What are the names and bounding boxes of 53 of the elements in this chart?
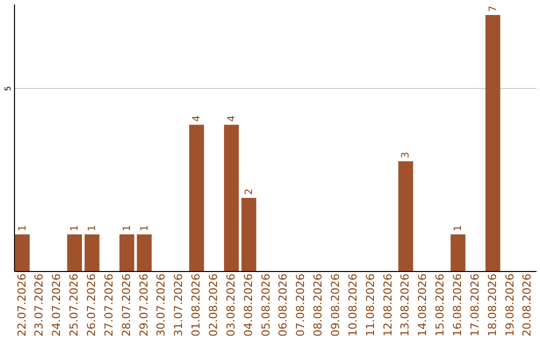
- bar: [398, 161, 414, 271]
- x-tick-label: 13.08.2026: [398, 274, 412, 336]
- data-label: 1: [453, 225, 464, 232]
- x-tick-label: 28.07.2026: [120, 274, 133, 336]
- bar: [485, 14, 500, 271]
- data-label: 1: [17, 225, 28, 232]
- x-tick-label: 19.08.2026: [503, 274, 516, 336]
- bar: [119, 234, 134, 271]
- bar: [241, 198, 256, 271]
- bar: [224, 124, 239, 271]
- bar: [136, 234, 152, 271]
- x-tick-label: 25.07.2026: [68, 274, 81, 336]
- x-tick-label: 17.08.2026: [468, 274, 482, 336]
- x-tick-label: 31.07.2026: [172, 274, 186, 336]
- x-tick-label: 20.08.2026: [520, 274, 534, 336]
- x-tick-label: 16.08.2026: [451, 274, 464, 336]
- x-tick-label: 10.08.2026: [346, 274, 360, 336]
- x-tick-label: 09.08.2026: [329, 274, 342, 336]
- x-tick-label: 18.08.2026: [486, 274, 499, 336]
- x-tick-label: 30.07.2026: [154, 274, 168, 336]
- x-tick-label: 08.08.2026: [312, 274, 325, 336]
- data-label: 4: [226, 115, 238, 122]
- data-label: 1: [86, 225, 98, 232]
- x-tick-label: 06.08.2026: [276, 274, 290, 336]
- x-tick-label: 27.07.2026: [102, 274, 116, 336]
- data-label: 1: [122, 225, 133, 232]
- x-tick-label: 12.08.2026: [381, 274, 394, 336]
- x-tick-label: 23.07.2026: [32, 274, 46, 336]
- data-label: 4: [192, 115, 203, 122]
- x-tick-label: 26.07.2026: [84, 274, 98, 336]
- data-label: 2: [244, 188, 255, 195]
- data-label: 1: [70, 225, 81, 232]
- x-tick-label: 29.07.2026: [137, 274, 150, 336]
- data-label: 3: [400, 152, 412, 158]
- x-tick-label: 15.08.2026: [434, 274, 447, 336]
- bar: [450, 234, 466, 271]
- x-tick-label: 03.08.2026: [224, 274, 238, 336]
- y-tick-label: 5: [4, 86, 12, 92]
- x-tick-label: 11.08.2026: [364, 274, 377, 336]
- x-tick-label: 01.08.2026: [190, 274, 203, 336]
- bar: [189, 124, 204, 271]
- x-tick-label: 22.07.2026: [15, 274, 28, 336]
- x-tick-label: 07.08.2026: [294, 274, 308, 336]
- x-tick-label: 02.08.2026: [207, 274, 220, 336]
- x-tick-label: 04.08.2026: [242, 274, 255, 336]
- bar: [14, 234, 30, 271]
- data-label: 1: [139, 225, 150, 232]
- x-tick-label: 05.08.2026: [259, 274, 272, 336]
- data-label: 7: [488, 6, 499, 12]
- x-tick-label: 24.07.2026: [50, 274, 64, 336]
- x-tick-label: 14.08.2026: [416, 274, 430, 336]
- bar: [84, 234, 100, 271]
- bar: [67, 234, 82, 271]
